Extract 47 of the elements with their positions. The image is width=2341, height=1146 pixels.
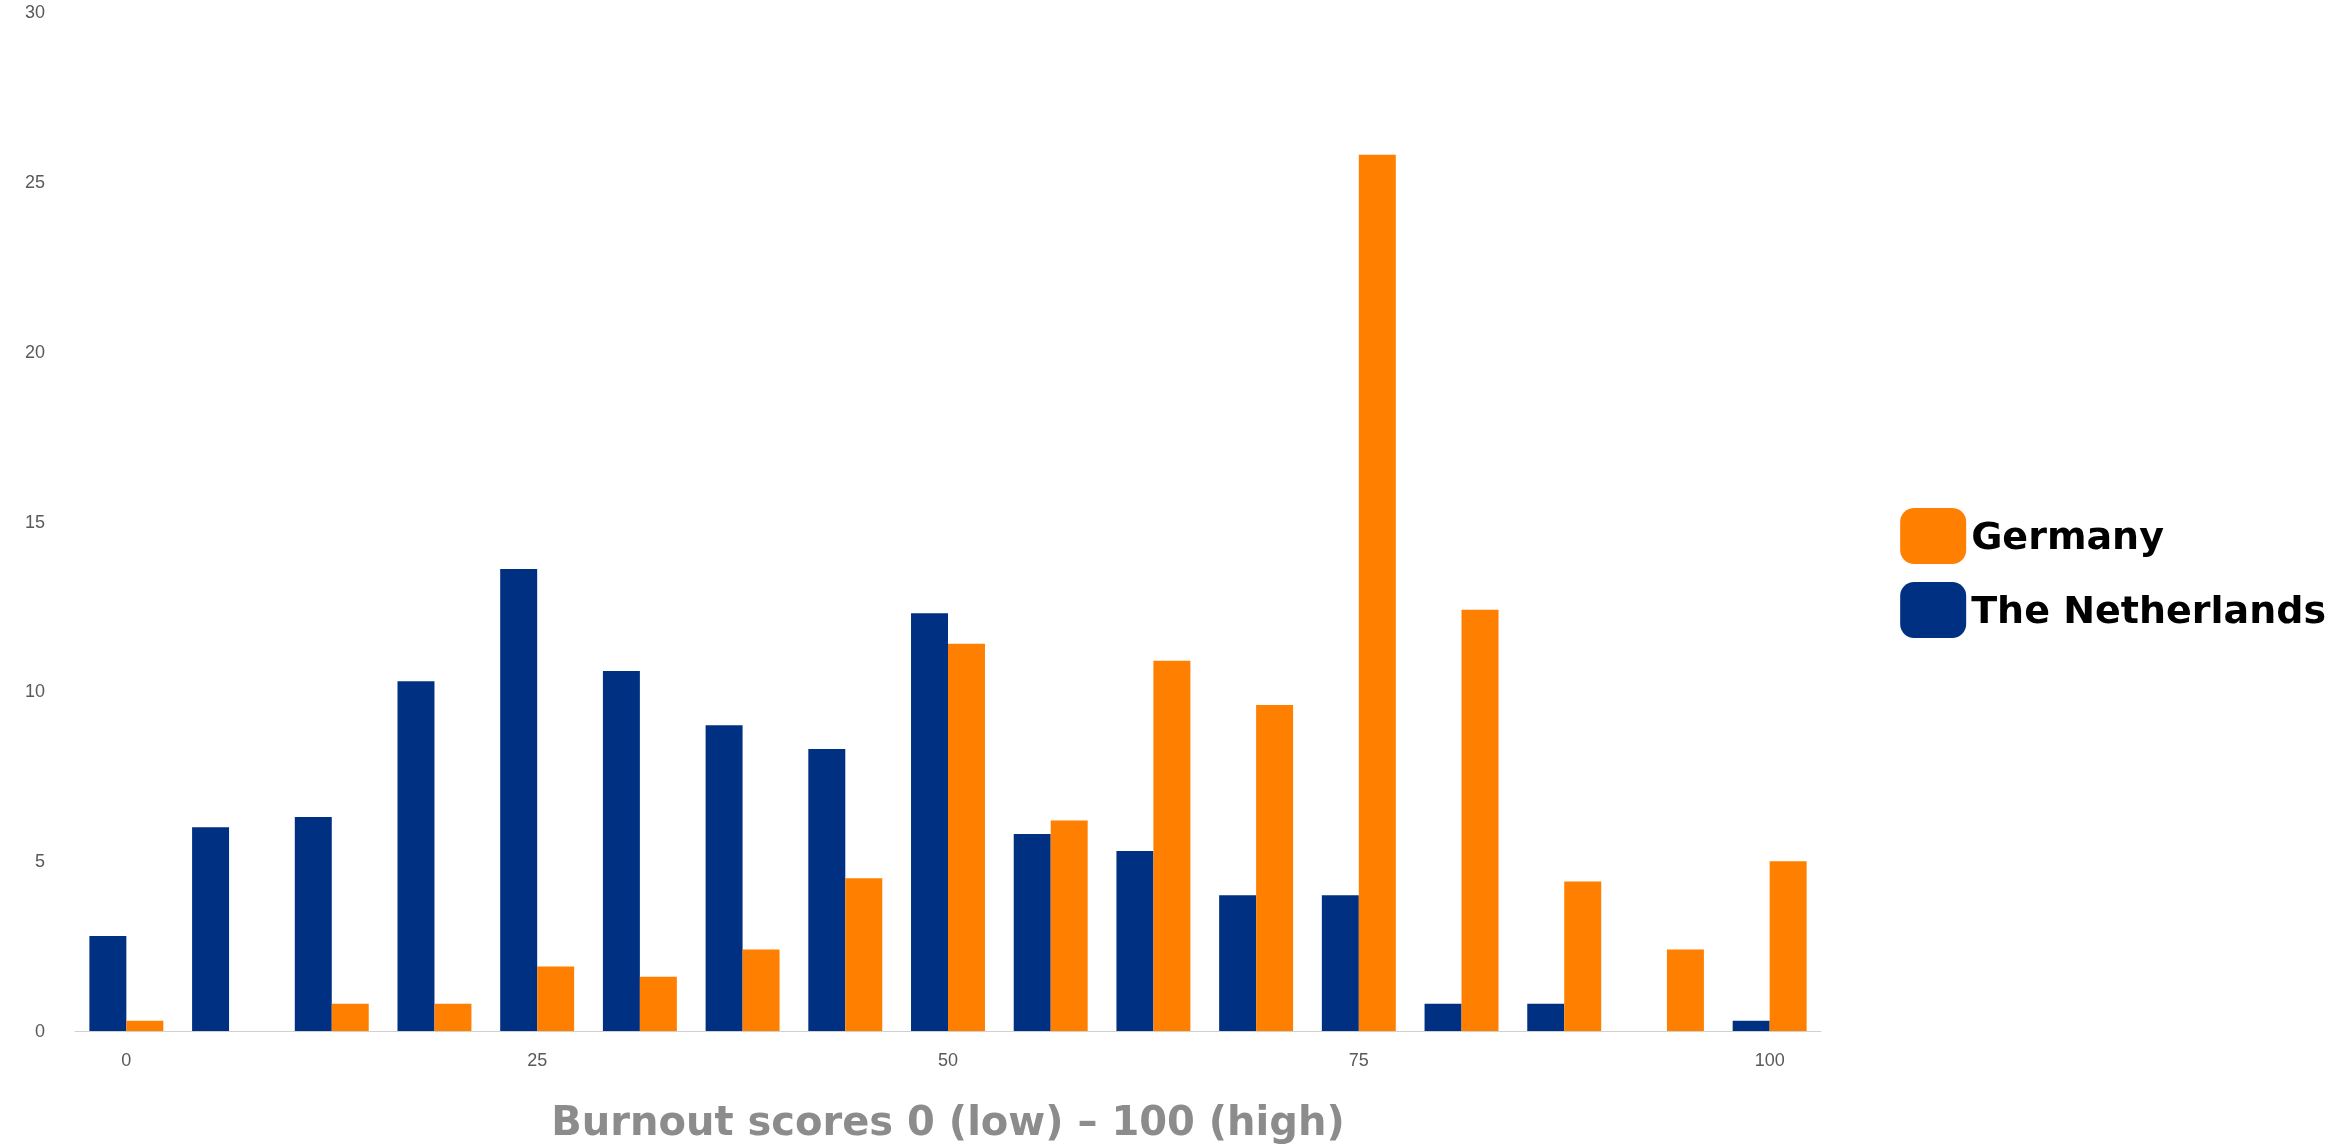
bar xyxy=(1527,1003,1565,1031)
bar xyxy=(948,643,985,1031)
bar xyxy=(126,1020,164,1031)
y-tick-label: 5 xyxy=(34,851,45,872)
bar xyxy=(331,1003,369,1031)
bar xyxy=(1424,1003,1462,1031)
bar xyxy=(537,966,575,1031)
bar xyxy=(1153,660,1191,1031)
bar xyxy=(639,976,677,1031)
x-tick-label: 25 xyxy=(527,1050,548,1070)
bar xyxy=(1219,895,1257,1031)
bar xyxy=(845,878,883,1031)
y-tick-label: 10 xyxy=(24,681,45,702)
y-tick-label: 0 xyxy=(34,1021,45,1041)
bar xyxy=(705,725,743,1031)
bar xyxy=(89,935,127,1031)
bar xyxy=(1564,881,1602,1031)
bar xyxy=(1050,820,1088,1031)
bar xyxy=(294,817,332,1031)
bar xyxy=(1666,949,1704,1031)
legend-label: The Netherlands xyxy=(1971,588,2327,632)
bar xyxy=(808,749,846,1031)
bar xyxy=(500,569,538,1031)
x-axis-title: Burnout scores 0 (low) – 100 (high) xyxy=(551,1098,1345,1144)
bar xyxy=(192,827,230,1031)
bar xyxy=(1321,895,1359,1031)
bar xyxy=(434,1003,472,1031)
y-tick-label: 30 xyxy=(24,2,45,22)
x-tick-label: 100 xyxy=(1754,1050,1785,1070)
bar xyxy=(1732,1020,1770,1031)
bar xyxy=(1358,154,1396,1031)
y-tick-label: 20 xyxy=(24,341,45,362)
bar xyxy=(1769,861,1807,1031)
y-tick-label: 25 xyxy=(24,171,45,192)
bar xyxy=(1116,850,1154,1031)
y-tick-label: 15 xyxy=(24,511,45,532)
bar xyxy=(911,613,948,1031)
bar xyxy=(397,681,435,1031)
legend-label: Germany xyxy=(1971,514,2165,558)
bar xyxy=(1013,833,1051,1031)
bar xyxy=(1461,609,1499,1031)
x-tick-label: 50 xyxy=(937,1050,959,1070)
bar xyxy=(742,949,780,1031)
x-tick-label: 75 xyxy=(1348,1050,1369,1070)
bar xyxy=(602,670,640,1031)
bar xyxy=(1256,704,1294,1031)
x-tick-label: 0 xyxy=(121,1050,132,1070)
